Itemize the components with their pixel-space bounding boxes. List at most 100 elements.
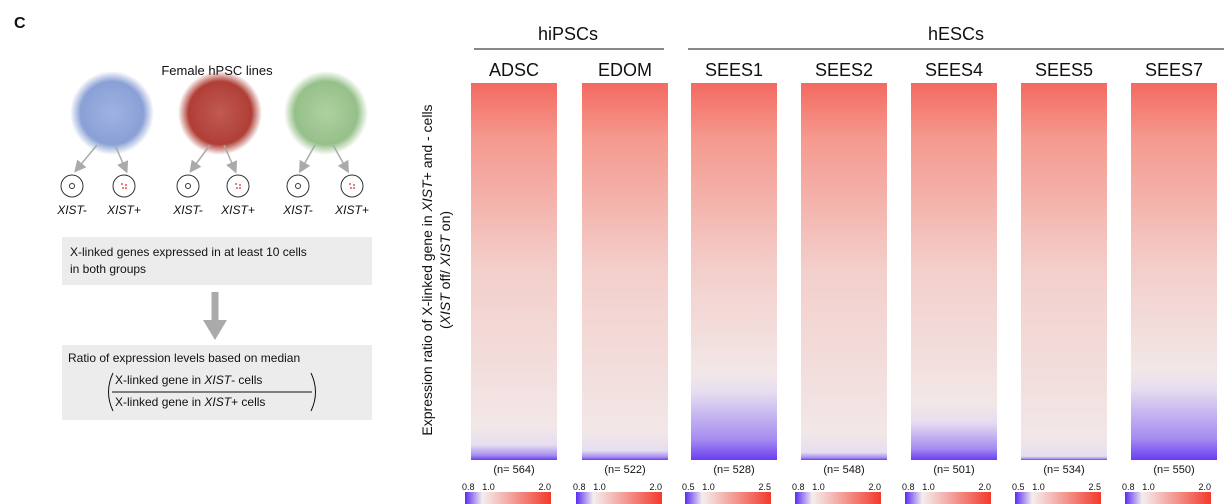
colorbar-tick: 0.5 [1012, 482, 1025, 492]
text-part: XIST [437, 292, 453, 326]
text-part: off/ [437, 266, 453, 293]
colorbar-tick: 0.8 [792, 482, 805, 492]
cell-blob [70, 71, 154, 155]
colorbar-tick: 1.0 [812, 482, 825, 492]
text-part: XIST [203, 395, 232, 409]
colorbar-tick: 1.0 [593, 482, 606, 492]
n-label: (n= 564) [493, 464, 534, 476]
y-axis-label: Expression ratio of X-linked gene in XIS… [419, 104, 435, 435]
cell-icon [287, 175, 309, 197]
colorbar [905, 492, 991, 504]
text-part: XIST [203, 373, 232, 387]
text-part: XIST [437, 234, 453, 268]
column-label: SEES7 [1145, 60, 1203, 80]
heatmap [911, 83, 997, 460]
ratio-title: Ratio of expression levels based on medi… [68, 351, 300, 365]
text-part: - cells [231, 373, 262, 387]
colorbar-tick: 2.0 [978, 482, 991, 492]
xist-dot [239, 184, 241, 186]
filter-text: X-linked genes expressed in at least 10 … [70, 245, 307, 259]
group-label: hiPSCs [538, 24, 598, 44]
group-label: hESCs [928, 24, 984, 44]
text-part: X-linked gene in [115, 395, 204, 409]
heatmap [582, 83, 668, 460]
heatmap [801, 83, 887, 460]
colorbar-tick: 2.5 [758, 482, 771, 492]
n-label: (n= 522) [604, 464, 645, 476]
colorbar [1125, 492, 1211, 504]
xist-dot [349, 183, 351, 185]
colorbar-tick: 0.8 [1122, 482, 1135, 492]
xist-dot [235, 183, 237, 185]
cell-label: XIST- [56, 203, 87, 217]
text-part: on) [437, 211, 453, 235]
heatmap [691, 83, 777, 460]
cell-label: XIST- [282, 203, 313, 217]
cell-label: XIST+ [106, 203, 141, 217]
colorbar [576, 492, 662, 504]
heatmap [471, 83, 557, 460]
colorbar [465, 492, 551, 504]
cell-label: XIST+ [334, 203, 369, 217]
column-label: EDOM [598, 60, 652, 80]
text-part: Expression ratio of X-linked gene in [419, 211, 435, 435]
xist-dot [121, 183, 123, 185]
n-label: (n= 528) [713, 464, 754, 476]
y-axis-label: (XIST off/ XIST on) [437, 211, 453, 329]
colorbar-tick: 0.8 [573, 482, 586, 492]
colorbar-tick: 0.5 [682, 482, 695, 492]
cell-label: XIST- [172, 203, 203, 217]
column-label: SEES1 [705, 60, 763, 80]
column-label: SEES4 [925, 60, 983, 80]
xist-dot [353, 184, 355, 186]
cell-blob [284, 71, 368, 155]
cell-icon [61, 175, 83, 197]
xist-dot [122, 187, 124, 189]
colorbar-tick: 1.0 [1142, 482, 1155, 492]
text-part: + and - cells [419, 104, 435, 180]
column-label: SEES5 [1035, 60, 1093, 80]
colorbar-tick: 1.0 [482, 482, 495, 492]
xist-dot [350, 187, 352, 189]
down-arrow-head [203, 320, 227, 340]
colorbar [1015, 492, 1101, 504]
colorbar-tick: 2.5 [1088, 482, 1101, 492]
colorbar-tick: 1.0 [702, 482, 715, 492]
panel-label: C [14, 15, 26, 32]
cell-icon [177, 175, 199, 197]
n-label: (n= 550) [1153, 464, 1194, 476]
colorbar-tick: 2.0 [868, 482, 881, 492]
colorbar-tick: 2.0 [538, 482, 551, 492]
filter-text: in both groups [70, 262, 146, 276]
colorbar [795, 492, 881, 504]
xist-dot [239, 187, 241, 189]
n-label: (n= 548) [823, 464, 864, 476]
text-part: X-linked gene in [115, 373, 204, 387]
column-label: ADSC [489, 60, 539, 80]
colorbar-tick: 1.0 [922, 482, 935, 492]
ratio-denominator: X-linked gene in XIST+ cells [115, 395, 265, 409]
colorbar-tick: 2.0 [649, 482, 662, 492]
cell-icon [341, 175, 363, 197]
xist-dot [236, 187, 238, 189]
heatmap [1021, 83, 1107, 460]
xist-dot [125, 187, 127, 189]
ratio-numerator: X-linked gene in XIST- cells [115, 373, 262, 387]
cell-blob [178, 71, 262, 155]
column-label: SEES2 [815, 60, 873, 80]
n-label: (n= 501) [933, 464, 974, 476]
cell-label: XIST+ [220, 203, 255, 217]
cell-icon [113, 175, 135, 197]
colorbar-tick: 1.0 [1032, 482, 1045, 492]
figure: C Female hPSC lines XIST-XIST+XIST-XIST+… [0, 0, 1231, 504]
text-part: + cells [231, 395, 265, 409]
colorbar-tick: 2.0 [1198, 482, 1211, 492]
xist-dot [353, 187, 355, 189]
colorbar-tick: 0.8 [462, 482, 475, 492]
colorbar-tick: 0.8 [902, 482, 915, 492]
heatmap [1131, 83, 1217, 460]
xist-dot [125, 184, 127, 186]
colorbar [685, 492, 771, 504]
text-part: XIST [419, 179, 435, 213]
n-label: (n= 534) [1043, 464, 1084, 476]
